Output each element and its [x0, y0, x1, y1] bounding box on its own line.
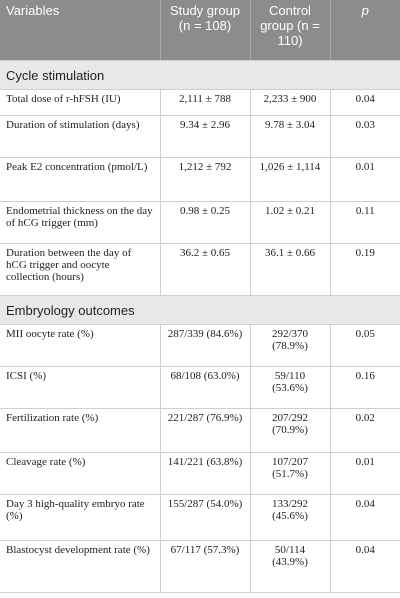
table-cell: Duration between the day of hCG trigger …	[0, 243, 161, 296]
table-cell: Fertilization rate (%)	[0, 408, 161, 453]
table-cell: Cleavage rate (%)	[0, 452, 161, 495]
table-cell: ICSI (%)	[0, 366, 161, 409]
table-cell: 0.04	[330, 494, 400, 541]
data-row: Total dose of r-hFSH (IU) 2,111 ± 788 2,23…	[0, 89, 400, 116]
table-cell: 0.11	[330, 201, 400, 244]
section-title: Cycle stimulation	[0, 60, 400, 90]
table-cell: 50/114 (43.9%)	[250, 540, 331, 593]
data-row: Duration between the day of hCG trigger …	[0, 243, 400, 296]
data-row: Peak E2 concentration (pmol/L) 1,212 ± 79…	[0, 157, 400, 202]
table-cell: 1,212 ± 792	[160, 157, 251, 202]
header-cell: Study group (n = 108)	[160, 0, 251, 61]
table-cell: Total dose of r-hFSH (IU)	[0, 89, 161, 116]
header-row: Variables Study group (n = 108) Control gr…	[0, 0, 400, 61]
table-cell: 0.03	[330, 115, 400, 158]
table-cell: Endometrial thickness on the day of hCG …	[0, 201, 161, 244]
data-row: ICSI (%) 68/108 (63.0%) 59/110 (53.6%) 0.16	[0, 366, 400, 409]
table-cell: 0.01	[330, 157, 400, 202]
data-row: Endometrial thickness on the day of hCG …	[0, 201, 400, 244]
header-cell: p	[330, 0, 400, 61]
table-cell: 68/108 (63.0%)	[160, 366, 251, 409]
table-cell: 1,026 ± 1,114	[250, 157, 331, 202]
header-cell: Control group (n = 110)	[250, 0, 331, 61]
table-cell: 9.34 ± 2.96	[160, 115, 251, 158]
section-row: Cycle stimulation	[0, 60, 400, 90]
table-cell: 59/110 (53.6%)	[250, 366, 331, 409]
data-row: Fertilization rate (%) 221/287 (76.9%) 207…	[0, 408, 400, 453]
data-row: Blastocyst development rate (%) 67/117 (5…	[0, 540, 400, 593]
table-cell: 9.78 ± 3.04	[250, 115, 331, 158]
table-cell: 0.04	[330, 89, 400, 116]
table-cell: 0.98 ± 0.25	[160, 201, 251, 244]
table-cell: 141/221 (63.8%)	[160, 452, 251, 495]
table-cell: Day 3 high-quality embryo rate (%)	[0, 494, 161, 541]
header-cell: Variables	[0, 0, 161, 61]
table-cell: 133/292 (45.6%)	[250, 494, 331, 541]
data-row: Day 3 high-quality embryo rate (%) 155/28…	[0, 494, 400, 541]
table-cell: 0.16	[330, 366, 400, 409]
section-row: Embryology outcomes	[0, 295, 400, 325]
table-cell: 67/117 (57.3%)	[160, 540, 251, 593]
table-cell: 221/287 (76.9%)	[160, 408, 251, 453]
table-cell: 0.05	[330, 324, 400, 367]
data-row: Duration of stimulation (days) 9.34 ± 2.9…	[0, 115, 400, 158]
data-row: Cleavage rate (%) 141/221 (63.8%) 107/207 …	[0, 452, 400, 495]
table-cell: 0.02	[330, 408, 400, 453]
table-cell: 155/287 (54.0%)	[160, 494, 251, 541]
table-cell: 0.01	[330, 452, 400, 495]
table-cell: Blastocyst development rate (%)	[0, 540, 161, 593]
table-cell: 1.02 ± 0.21	[250, 201, 331, 244]
table-cell: 292/370 (78.9%)	[250, 324, 331, 367]
table-cell: MII oocyte rate (%)	[0, 324, 161, 367]
table-cell: 36.1 ± 0.66	[250, 243, 331, 296]
table-cell: 0.19	[330, 243, 400, 296]
table-cell: 287/339 (84.6%)	[160, 324, 251, 367]
table-cell: 207/292 (70.9%)	[250, 408, 331, 453]
data-row: MII oocyte rate (%) 287/339 (84.6%) 292/37…	[0, 324, 400, 367]
table-cell: 0.04	[330, 540, 400, 593]
table-cell: Peak E2 concentration (pmol/L)	[0, 157, 161, 202]
section-title: Embryology outcomes	[0, 295, 400, 325]
table-cell: 107/207 (51.7%)	[250, 452, 331, 495]
table-cell: 2,233 ± 900	[250, 89, 331, 116]
table-cell: Duration of stimulation (days)	[0, 115, 161, 158]
table-cell: 2,111 ± 788	[160, 89, 251, 116]
table-cell: 36.2 ± 0.65	[160, 243, 251, 296]
